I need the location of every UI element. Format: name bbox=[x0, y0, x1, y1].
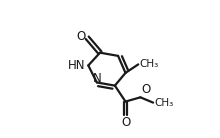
Text: O: O bbox=[76, 30, 86, 43]
Text: HN: HN bbox=[68, 59, 86, 72]
Text: O: O bbox=[121, 116, 130, 129]
Text: O: O bbox=[141, 83, 150, 96]
Text: CH₃: CH₃ bbox=[154, 98, 173, 108]
Text: CH₃: CH₃ bbox=[139, 59, 159, 69]
Text: N: N bbox=[92, 72, 101, 85]
